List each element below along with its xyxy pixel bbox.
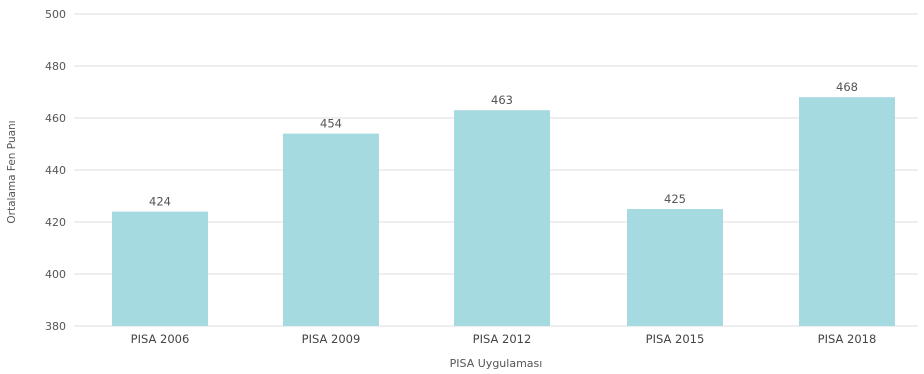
- y-tick-label: 500: [45, 8, 66, 21]
- bar-value-label: 454: [320, 117, 342, 131]
- x-tick-label: PISA 2015: [646, 332, 705, 346]
- bar-pisa-2018: [799, 97, 895, 326]
- x-tick-label: PISA 2006: [131, 332, 190, 346]
- category-labels: PISA 2006 PISA 2009 PISA 2012 PISA 2015 PISA…: [131, 332, 877, 346]
- x-tick-label: PISA 2018: [818, 332, 877, 346]
- x-axis-title: PISA Uygulaması: [450, 357, 543, 370]
- y-tick-label: 420: [45, 216, 66, 229]
- y-tick-label: 440: [45, 164, 66, 177]
- bar-value-label: 463: [491, 93, 513, 107]
- bar-pisa-2006: [112, 211, 208, 326]
- y-axis-title: Ortalama Fen Puanı: [6, 120, 18, 223]
- y-tick-label: 460: [45, 112, 66, 125]
- y-tick-label: 480: [45, 60, 66, 73]
- y-tick-label: 380: [45, 320, 66, 333]
- bar-pisa-2009: [283, 133, 379, 326]
- bar-pisa-2012: [454, 110, 550, 326]
- bar-value-label: 424: [149, 195, 171, 209]
- y-tick-label: 400: [45, 268, 66, 281]
- x-tick-label: PISA 2009: [302, 332, 361, 346]
- bars-layer: [112, 97, 895, 326]
- bar-value-label: 425: [664, 192, 686, 206]
- labels-layer: 424 454 463 425 468: [149, 80, 858, 208]
- bar-pisa-2015: [627, 209, 723, 326]
- bar-value-label: 468: [836, 80, 858, 94]
- x-tick-label: PISA 2012: [473, 332, 532, 346]
